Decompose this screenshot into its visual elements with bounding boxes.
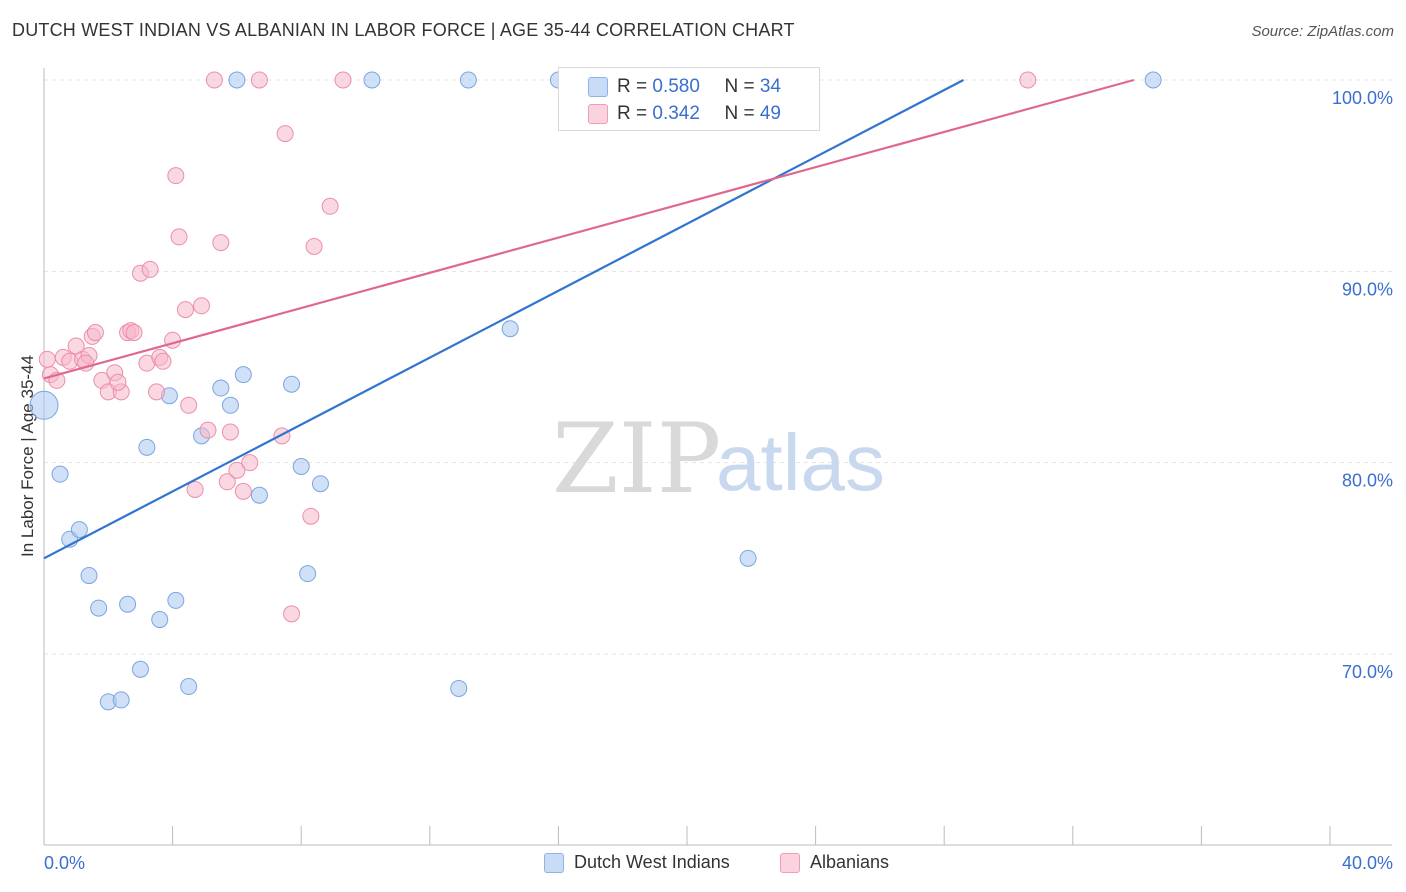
legend-row-albanians: R = 0.342 N = 49 xyxy=(617,103,781,125)
data-point-dutch-west-indian xyxy=(119,595,137,613)
bottom-legend-dutch-west-indians: Dutch West Indians xyxy=(574,852,730,872)
trendline-dutch-west-indians xyxy=(43,79,964,560)
legend-n-label: N = xyxy=(724,103,760,124)
data-point-dutch-west-indian xyxy=(167,591,185,609)
data-point-albanian xyxy=(141,260,159,278)
data-point-albanian xyxy=(276,125,294,143)
data-point-dutch-west-indian xyxy=(180,678,198,696)
legend-row-dutch-west-indians: R = 0.580 N = 34 xyxy=(617,76,781,98)
data-point-albanian xyxy=(170,228,188,246)
data-point-albanian xyxy=(193,297,211,315)
data-point-albanian xyxy=(1019,71,1037,89)
legend-r-value: 0.580 xyxy=(652,76,700,97)
x-tick-label: 0.0% xyxy=(44,853,85,873)
data-point-albanian xyxy=(38,350,56,368)
legend-n-value: 49 xyxy=(759,103,781,124)
data-point-albanian xyxy=(250,71,268,89)
legend-r-label: R = xyxy=(617,76,653,97)
chart-title: DUTCH WEST INDIAN VS ALBANIAN IN LABOR F… xyxy=(12,20,795,40)
data-point-dutch-west-indian xyxy=(112,691,130,709)
data-point-dutch-west-indian xyxy=(1144,71,1162,89)
data-point-dutch-west-indian xyxy=(80,567,98,585)
data-point-albanian xyxy=(212,234,230,252)
y-tick-label: 90.0% xyxy=(1342,279,1393,299)
data-point-albanian xyxy=(176,301,194,319)
y-tick-label: 70.0% xyxy=(1342,662,1393,682)
watermark-atlas: atlas xyxy=(716,418,885,507)
data-point-dutch-west-indian xyxy=(212,379,230,397)
data-point-albanian xyxy=(283,605,301,623)
data-point-dutch-west-indian xyxy=(90,599,108,617)
legend-r-label: R = xyxy=(617,103,653,124)
data-point-albanian xyxy=(180,396,198,414)
data-point-dutch-west-indian xyxy=(250,486,268,504)
data-point-albanian xyxy=(125,324,143,342)
legend-n-label: N = xyxy=(724,76,760,97)
watermark: ZIP atlas xyxy=(552,403,885,515)
watermark-zip: ZIP xyxy=(552,403,721,515)
data-point-albanian xyxy=(302,507,320,525)
data-point-dutch-west-indian xyxy=(299,565,317,583)
data-point-albanian xyxy=(205,71,223,89)
data-point-albanian xyxy=(228,461,246,479)
data-point-albanian xyxy=(221,423,239,441)
data-point-albanian xyxy=(186,480,204,498)
y-tick-label: 80.0% xyxy=(1342,471,1393,491)
data-point-dutch-west-indian xyxy=(234,366,252,384)
data-point-dutch-west-indian xyxy=(29,390,59,420)
x-tick-label: 40.0% xyxy=(1342,853,1393,873)
data-point-dutch-west-indian xyxy=(459,71,477,89)
y-tick-label: 100.0% xyxy=(1332,88,1393,108)
bottom-legend-albanians: Albanians xyxy=(810,852,890,872)
correlation-legend: R = 0.580 N = 34 R = 0.342 N = 49 xyxy=(558,67,820,131)
data-point-albanian xyxy=(334,71,352,89)
data-point-dutch-west-indian xyxy=(292,457,310,475)
data-point-albanian xyxy=(109,373,127,391)
data-point-dutch-west-indian xyxy=(283,375,301,393)
data-point-albanian xyxy=(86,324,104,342)
data-point-dutch-west-indian xyxy=(138,438,156,456)
data-point-dutch-west-indian xyxy=(739,549,757,567)
data-point-albanian xyxy=(218,473,236,491)
legend-n-value: 34 xyxy=(759,76,781,97)
data-point-albanian xyxy=(305,237,323,255)
bottom-legend-swatch-albanians xyxy=(780,853,800,873)
data-point-dutch-west-indian xyxy=(450,679,468,697)
legend-swatch-albanians xyxy=(588,104,608,124)
bottom-legend-swatch-dutch-west-indians xyxy=(544,853,564,873)
trendline-albanians xyxy=(43,78,1135,380)
data-point-albanian xyxy=(148,383,166,401)
data-point-dutch-west-indian xyxy=(131,660,149,678)
gridlines xyxy=(44,79,1392,655)
data-point-dutch-west-indian xyxy=(311,475,329,493)
data-point-dutch-west-indian xyxy=(151,611,169,629)
source-label: Source: ZipAtlas.com xyxy=(1251,23,1394,40)
data-point-albanian xyxy=(321,197,339,215)
data-point-dutch-west-indian xyxy=(221,396,239,414)
data-point-dutch-west-indian xyxy=(228,71,246,89)
data-point-albanian xyxy=(199,421,217,439)
data-point-albanian xyxy=(241,454,259,472)
data-point-albanian xyxy=(234,482,252,500)
axes xyxy=(43,68,1392,846)
data-point-dutch-west-indian xyxy=(363,71,381,89)
legend-r-value: 0.342 xyxy=(652,103,700,124)
data-point-dutch-west-indian xyxy=(501,320,519,338)
data-point-dutch-west-indian xyxy=(51,465,69,483)
data-point-albanian xyxy=(154,352,172,370)
data-point-albanian xyxy=(167,167,185,185)
legend-swatch-dutch-west-indians xyxy=(588,77,608,97)
data-point-dutch-west-indian xyxy=(70,521,88,539)
data-point-albanian xyxy=(273,427,291,445)
